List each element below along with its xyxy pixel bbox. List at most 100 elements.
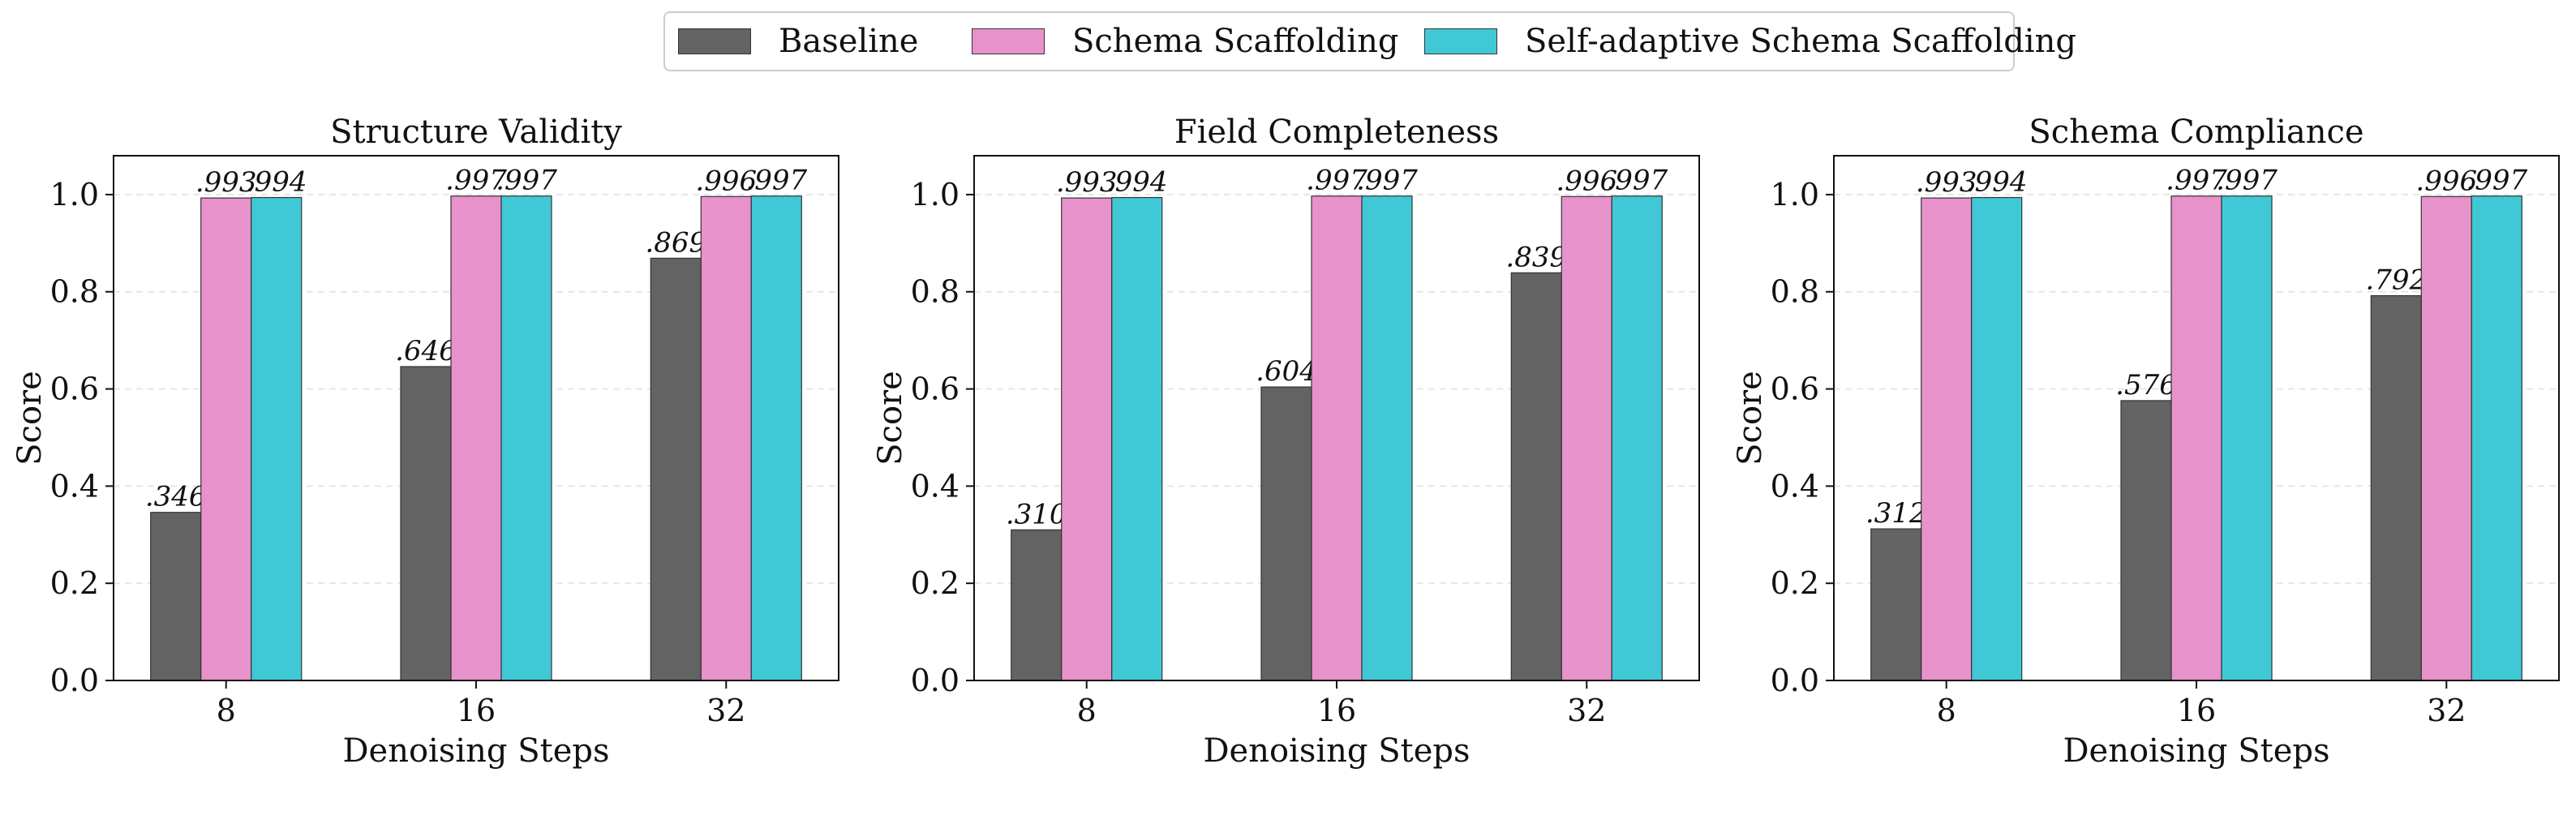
data-label: .604 [1256, 355, 1317, 388]
data-label: .997 [1606, 165, 1668, 197]
x-tick-label: 8 [217, 693, 236, 728]
chart-panel: .310.604.839.993.997.996.994.997.9970.00… [872, 114, 1700, 770]
y-tick-label: 0.8 [50, 274, 99, 310]
y-tick-label: 0.2 [1771, 565, 1819, 601]
legend-swatch-self-adaptive [1424, 28, 1497, 54]
x-tick-label: 32 [1567, 693, 1606, 728]
data-label: .993 [195, 166, 257, 199]
data-label: .997 [445, 165, 507, 197]
x-tick-label: 16 [457, 693, 496, 728]
y-tick-label: 0.6 [911, 371, 960, 407]
y-tick-label: 0.2 [911, 565, 960, 601]
bar-baseline [2120, 400, 2172, 681]
bar-baseline [1260, 386, 1312, 681]
bar-baseline [1870, 528, 1922, 681]
data-label: .993 [1056, 166, 1118, 199]
bar-self-adaptive [2221, 195, 2273, 681]
bar-self-adaptive [251, 196, 303, 681]
bar-self-adaptive [750, 195, 802, 681]
y-axis-label: Score [11, 371, 49, 466]
data-label: .997 [496, 165, 557, 197]
y-tick-label: 0.8 [1771, 274, 1819, 310]
x-tick-label: 8 [1077, 693, 1097, 728]
data-label: .310 [1006, 498, 1067, 530]
bar-schema-scaffolding [2170, 195, 2222, 681]
chart-panel: .312.576.792.993.997.996.994.997.9970.00… [1732, 114, 2560, 770]
bar-schema-scaffolding [700, 195, 752, 681]
x-tick-label: 32 [2427, 693, 2466, 728]
bar-schema-scaffolding [450, 195, 502, 681]
data-label: .792 [2365, 264, 2427, 297]
y-axis-label: Score [1732, 371, 1769, 466]
bar-self-adaptive [1111, 196, 1163, 681]
data-label: .346 [145, 481, 207, 513]
bar-baseline [2370, 294, 2422, 681]
bar-baseline [150, 512, 202, 681]
bar-self-adaptive [1971, 196, 2023, 681]
legend-item-baseline: Baseline [678, 13, 918, 70]
bar-self-adaptive [1361, 195, 1413, 681]
bar-baseline [1011, 529, 1063, 681]
bar-schema-scaffolding [2420, 195, 2472, 681]
data-label: .997 [2466, 165, 2527, 197]
y-tick-label: 0.0 [50, 663, 99, 698]
x-tick-label: 32 [706, 693, 745, 728]
y-tick-label: 0.6 [50, 371, 99, 407]
legend-swatch-schema-scaffolding [972, 28, 1045, 54]
bar-baseline [650, 257, 702, 681]
x-axis-label: Denoising Steps [2063, 732, 2329, 770]
chart-title: Structure Validity [330, 114, 622, 151]
y-tick-label: 1.0 [50, 177, 99, 212]
data-label: .997 [1306, 165, 1367, 197]
data-label: .993 [1916, 166, 1977, 199]
y-tick-label: 0.6 [1771, 371, 1819, 407]
chart-title: Schema Compliance [2029, 114, 2363, 151]
y-tick-label: 0.4 [911, 468, 960, 504]
legend: Baseline Schema Scaffolding Self-adaptiv… [663, 11, 2076, 71]
y-axis-label: Score [872, 371, 909, 466]
data-label: .869 [645, 226, 706, 259]
legend-label-schema-scaffolding: Schema Scaffolding [1072, 23, 1399, 60]
data-label: .996 [2415, 165, 2477, 197]
y-tick-label: 1.0 [911, 177, 960, 212]
y-tick-label: 0.4 [50, 468, 99, 504]
x-tick-label: 16 [1317, 693, 1356, 728]
data-label: .996 [695, 165, 757, 197]
x-tick-label: 8 [1937, 693, 1956, 728]
bar-self-adaptive [2471, 195, 2522, 681]
legend-swatch-baseline [678, 28, 751, 54]
bar-self-adaptive [500, 195, 552, 681]
bar-schema-scaffolding [1921, 197, 1973, 681]
y-tick-label: 1.0 [1771, 177, 1819, 212]
y-tick-label: 0.2 [50, 565, 99, 601]
legend-label-baseline: Baseline [779, 23, 919, 60]
y-tick-label: 0.4 [1771, 468, 1819, 504]
data-label: .646 [395, 335, 457, 367]
bar-schema-scaffolding [1311, 195, 1363, 681]
data-label: .997 [745, 165, 807, 197]
chart-title: Field Completeness [1174, 114, 1499, 151]
bar-schema-scaffolding [1561, 195, 1612, 681]
x-tick-label: 16 [2177, 693, 2216, 728]
bar-baseline [400, 366, 452, 681]
data-label: .994 [246, 166, 307, 199]
bar-schema-scaffolding [1061, 197, 1113, 681]
legend-item-schema-scaffolding: Schema Scaffolding [972, 13, 1398, 70]
data-label: .312 [1865, 497, 1927, 530]
bar-baseline [1510, 272, 1562, 681]
data-label: .996 [1556, 165, 1617, 197]
data-label: .994 [1106, 166, 1168, 199]
y-tick-label: 0.0 [1771, 663, 1819, 698]
x-axis-label: Denoising Steps [342, 732, 609, 770]
bar-self-adaptive [1611, 195, 1663, 681]
legend-item-self-adaptive: Self-adaptive Schema Scaffolding [1424, 13, 2076, 70]
data-label: .839 [1505, 241, 1567, 273]
chart-panel: .346.646.869.993.997.996.994.997.9970.00… [11, 114, 839, 770]
data-label: .997 [1356, 165, 1418, 197]
y-tick-label: 0.0 [911, 663, 960, 698]
legend-label-self-adaptive: Self-adaptive Schema Scaffolding [1525, 23, 2076, 60]
x-axis-label: Denoising Steps [1203, 732, 1470, 770]
data-label: .994 [1966, 166, 2028, 199]
bar-schema-scaffolding [200, 197, 252, 681]
